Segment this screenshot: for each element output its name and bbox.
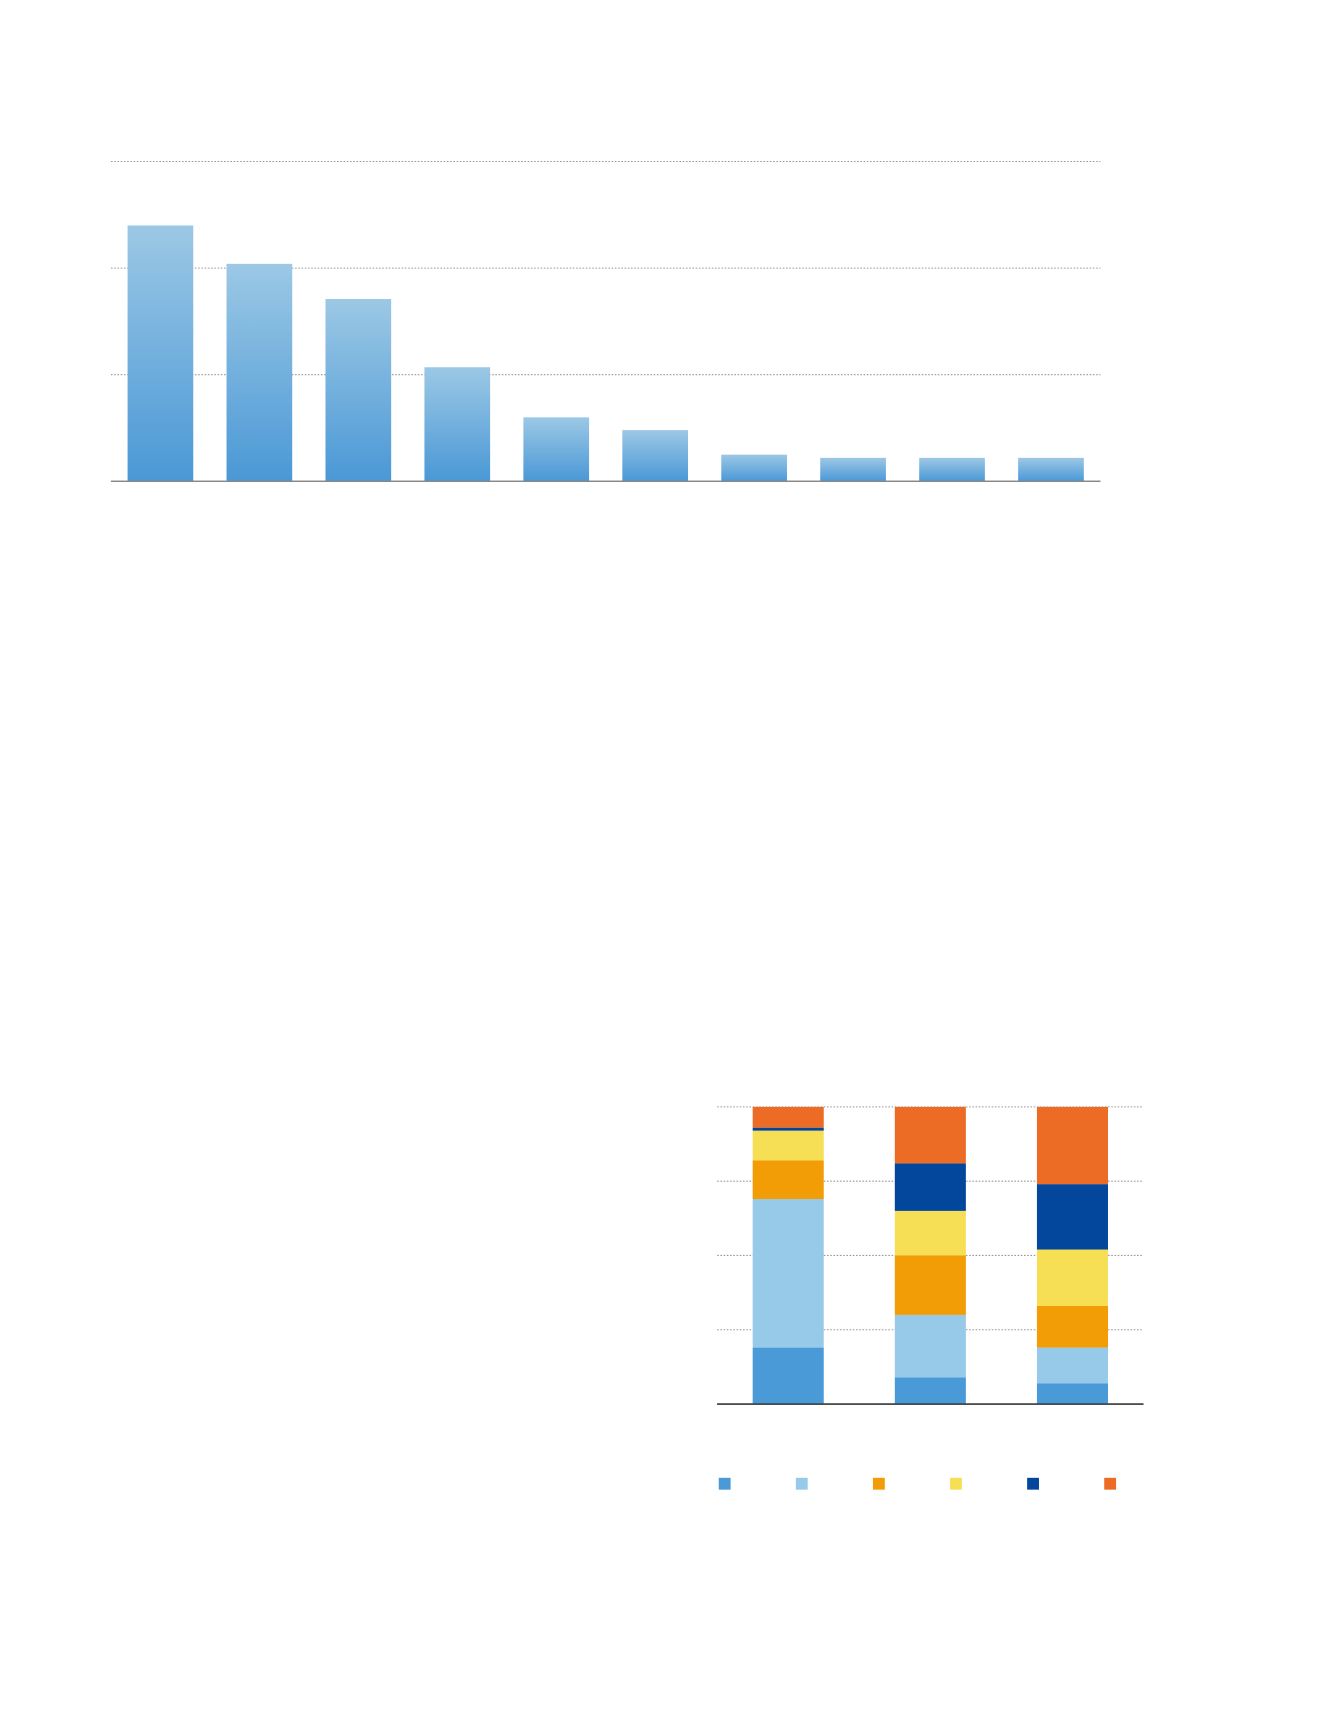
bar-segment: [894, 1210, 966, 1256]
bar-segment: [752, 1106, 824, 1128]
bar: [523, 417, 590, 482]
bar-segment: [894, 1106, 966, 1164]
legend-swatch: [1104, 1477, 1117, 1490]
legend-swatch: [1027, 1477, 1039, 1490]
bar-segment: [1036, 1184, 1108, 1250]
bar-segment: [752, 1199, 824, 1348]
bar-segment: [1036, 1305, 1108, 1348]
bar: [226, 263, 293, 482]
legend-swatch: [950, 1477, 962, 1490]
bar: [1018, 457, 1084, 482]
bar: [622, 430, 689, 482]
bar-segment: [752, 1127, 824, 1131]
bar: [325, 299, 392, 482]
bar-segment: [1036, 1106, 1108, 1185]
bar: [424, 367, 491, 482]
bar-segment: [752, 1160, 824, 1200]
bar-segment: [894, 1314, 966, 1378]
bar: [721, 454, 787, 482]
bar-segment: [1036, 1383, 1108, 1405]
bar-segment: [1036, 1347, 1108, 1384]
bar-segment: [752, 1130, 824, 1161]
bar: [127, 225, 194, 482]
bar-segment: [894, 1163, 966, 1211]
bar-segment: [894, 1377, 966, 1405]
legend-swatch: [795, 1477, 808, 1490]
bar-segment: [894, 1255, 966, 1315]
bar-segment: [1036, 1249, 1108, 1306]
legend-swatch: [718, 1477, 731, 1490]
legend-swatch: [872, 1477, 885, 1490]
bar: [820, 457, 886, 482]
bar: [919, 457, 985, 482]
bar-segment: [752, 1347, 824, 1405]
